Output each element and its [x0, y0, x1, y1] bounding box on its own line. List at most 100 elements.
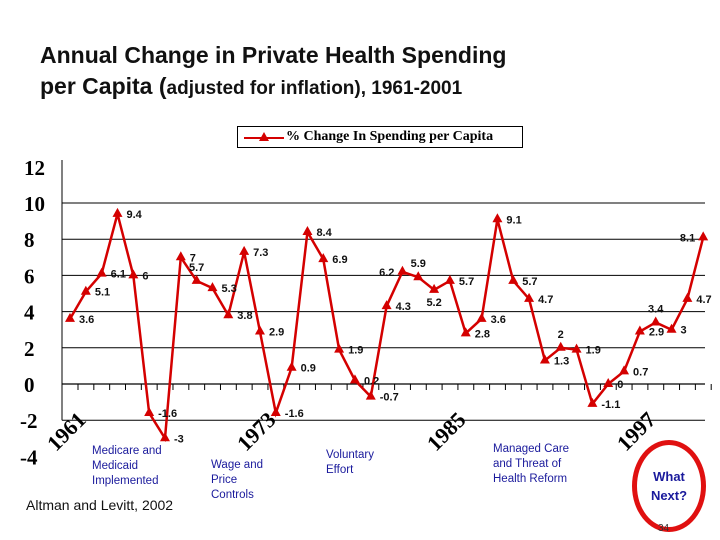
data-point-marker — [191, 274, 202, 284]
y-tick-label: 6 — [24, 264, 35, 288]
data-point-marker — [619, 365, 630, 375]
annotation-medicare: Medicare and Medicaid Implemented — [92, 444, 162, 489]
data-label: 7.3 — [253, 247, 268, 259]
citation: Altman and Levitt, 2002 — [26, 497, 174, 513]
data-point-marker — [587, 397, 598, 407]
data-label: 3.6 — [79, 314, 94, 326]
annotation-line: Controls — [211, 489, 254, 501]
data-label: 9.4 — [126, 209, 142, 221]
data-point-marker — [666, 323, 677, 333]
data-label: 5.1 — [95, 287, 110, 299]
data-label: 3 — [681, 325, 687, 337]
data-label: 1.9 — [586, 345, 601, 357]
annotation-line: Managed Care — [493, 443, 570, 455]
data-point-marker — [698, 231, 709, 241]
title-line-2-detail: adjusted for inflation), 1961-2001 — [166, 78, 463, 99]
data-label: 9.1 — [506, 214, 521, 226]
data-label: -1.1 — [601, 399, 620, 411]
data-point-marker — [571, 343, 582, 353]
data-label: 0.9 — [301, 363, 316, 375]
data-point-marker — [349, 374, 360, 384]
data-label: -1.6 — [158, 408, 177, 420]
data-label: 1.3 — [554, 355, 569, 367]
data-point-marker — [159, 432, 170, 442]
data-label: 3.4 — [648, 303, 664, 315]
data-label: 5.3 — [221, 283, 236, 295]
data-point-marker — [381, 300, 392, 310]
title-line-1: Annual Change in Private Health Spending — [40, 42, 507, 68]
data-point-marker — [492, 213, 503, 223]
data-point-marker — [207, 282, 218, 292]
annotation-line: Medicaid — [92, 460, 139, 472]
data-point-marker — [460, 327, 471, 337]
annotation-line: Health Reform — [493, 473, 568, 485]
x-tick-label: 1985 — [422, 407, 471, 456]
title-line-2: per Capita (adjusted for inflation), 196… — [40, 71, 506, 104]
data-point-marker — [650, 316, 661, 326]
data-point-marker — [128, 269, 139, 279]
callout-line-2: Next? — [650, 488, 688, 503]
data-label: 5.7 — [189, 262, 204, 274]
y-tick-label: 0 — [24, 373, 35, 397]
data-point-marker — [539, 354, 550, 364]
data-label: 2.9 — [269, 327, 284, 339]
data-label: 5.2 — [426, 297, 441, 309]
annotation-voluntary-effort: Voluntary Effort — [326, 448, 374, 478]
what-next-callout: What Next? — [632, 440, 706, 532]
data-point-marker — [524, 292, 535, 302]
data-label: 6.2 — [379, 267, 394, 279]
data-point-marker — [254, 325, 265, 335]
data-point-marker — [413, 271, 424, 281]
data-point-marker — [682, 292, 693, 302]
data-label: 2.8 — [475, 328, 490, 340]
y-tick-label: -4 — [20, 445, 38, 469]
data-point-marker — [223, 309, 234, 319]
data-label: 8.4 — [316, 227, 332, 239]
title-line-2-main: per Capita ( — [40, 73, 167, 99]
annotation-managed-care: Managed Care and Threat of Health Reform — [493, 442, 569, 487]
data-point-marker — [144, 406, 155, 416]
data-label: 4.7 — [538, 294, 553, 306]
data-point-marker — [302, 225, 313, 235]
data-label: -0.7 — [380, 392, 399, 404]
data-point-marker — [270, 406, 281, 416]
data-label: 6 — [142, 270, 148, 282]
annotation-line: Price — [211, 474, 238, 486]
y-tick-label: 10 — [24, 192, 45, 216]
data-label: 6.9 — [332, 254, 347, 266]
data-label: 0.2 — [364, 375, 379, 387]
annotation-line: Wage and — [211, 459, 263, 471]
annotation-line: and Threat of — [493, 458, 562, 470]
data-point-marker — [508, 274, 519, 284]
data-label: -3 — [174, 433, 184, 445]
data-point-marker — [318, 253, 329, 263]
data-label: -1.6 — [285, 408, 304, 420]
y-tick-label: 2 — [24, 337, 35, 361]
data-point-marker — [239, 245, 250, 255]
annotation-line: Voluntary — [326, 449, 374, 461]
legend-line-marker-icon — [244, 132, 284, 141]
data-label: 4.7 — [696, 294, 711, 306]
annotation-line: Medicare and — [92, 445, 162, 457]
data-label: 0 — [617, 379, 623, 391]
data-point-marker — [65, 312, 75, 322]
data-point-marker — [365, 390, 376, 400]
page-number: 34 — [658, 523, 670, 534]
data-label: 3.6 — [491, 314, 506, 326]
data-point-marker — [476, 312, 487, 322]
y-tick-label: 4 — [24, 301, 35, 325]
y-tick-label: -2 — [20, 409, 38, 433]
annotation-line: Implemented — [92, 475, 159, 487]
callout-line-1: What — [653, 469, 685, 484]
y-tick-label: 8 — [24, 228, 35, 252]
data-point-marker — [429, 283, 440, 293]
data-label: 1.9 — [348, 345, 363, 357]
data-point-marker — [444, 274, 455, 284]
data-label: 7 — [190, 252, 196, 264]
data-label: 4.3 — [396, 301, 411, 313]
chart-title: Annual Change in Private Health Spending… — [40, 40, 506, 104]
data-label: 6.1 — [111, 269, 126, 281]
data-point-marker — [397, 265, 408, 275]
